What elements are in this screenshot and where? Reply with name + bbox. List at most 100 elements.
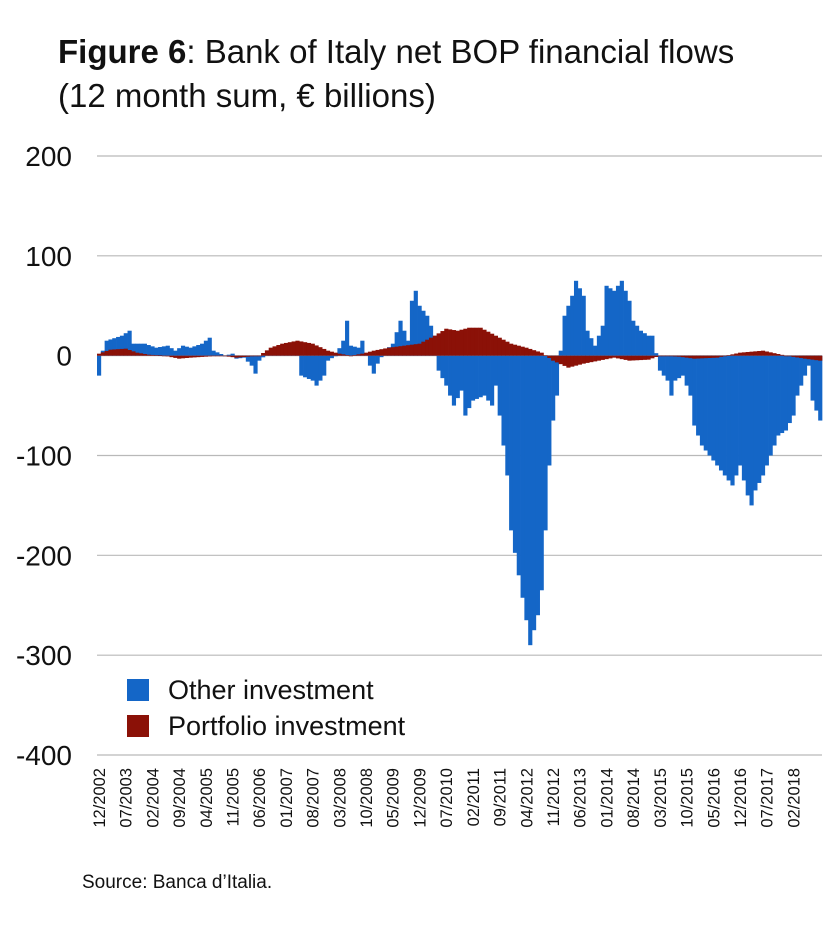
other-investment-bar (726, 355, 731, 481)
other-investment-bar (169, 348, 174, 356)
portfolio-investment-bar (589, 355, 594, 363)
portfolio-investment-bar (696, 355, 701, 359)
other-investment-bar (253, 355, 258, 374)
other-investment-bar (348, 345, 354, 356)
portfolio-investment-bar (730, 354, 735, 356)
portfolio-investment-bar (173, 355, 178, 358)
portfolio-investment-bar (383, 348, 388, 356)
other-investment-bar (104, 340, 109, 356)
other-investment-bar (108, 339, 113, 356)
portfolio-investment-bar (547, 355, 552, 358)
portfolio-investment-bar (428, 337, 434, 356)
other-investment-bar (127, 330, 132, 356)
other-investment-bar (459, 355, 464, 391)
other-investment-bar (810, 355, 815, 401)
other-investment-bar (455, 355, 460, 399)
other-investment-bar (547, 355, 552, 466)
portfolio-investment-bar (799, 355, 804, 359)
portfolio-investment-bar (623, 355, 628, 360)
portfolio-investment-bar (226, 355, 231, 357)
portfolio-investment-bar (314, 345, 319, 356)
other-investment-bar (360, 340, 365, 356)
portfolio-investment-bar (444, 328, 449, 356)
portfolio-investment-bar (436, 333, 441, 356)
portfolio-investment-bar (421, 341, 426, 356)
other-investment-bar (612, 290, 617, 356)
portfolio-investment-bar (97, 353, 102, 356)
portfolio-investment-bar (425, 339, 430, 356)
other-investment-bar (573, 280, 579, 356)
portfolio-investment-bar (734, 353, 739, 356)
portfolio-investment-bar (539, 352, 544, 356)
other-investment-bar (142, 343, 147, 356)
source-note: Source: Banca d’Italia. (82, 872, 273, 893)
portfolio-investment-bar (440, 331, 445, 356)
x-tick-label: 03/2008 (331, 768, 349, 828)
portfolio-investment-bar (146, 354, 151, 356)
other-investment-bar (444, 355, 449, 386)
other-investment-bar (657, 355, 663, 371)
portfolio-investment-bar (688, 355, 693, 359)
portfolio-investment-bar (818, 355, 823, 361)
portfolio-investment-bar (291, 341, 296, 356)
title-separator: : (186, 33, 205, 70)
other-investment-bar (734, 355, 739, 476)
other-investment-bar (532, 355, 537, 631)
other-investment-bar (150, 346, 155, 356)
portfolio-investment-bar (581, 355, 586, 364)
portfolio-investment-bar (264, 350, 270, 356)
figure-label: Figure 6 (58, 33, 187, 70)
other-investment-bar (196, 345, 201, 356)
other-investment-bar (654, 353, 659, 356)
y-tick-label: -200 (16, 540, 72, 571)
other-investment-bar (97, 355, 102, 376)
portfolio-investment-bar (253, 355, 258, 357)
x-tick-label: 06/2006 (251, 768, 269, 828)
portfolio-investment-bar (375, 349, 380, 356)
portfolio-investment-bar (154, 355, 159, 356)
other-investment-bar (589, 338, 594, 356)
portfolio-investment-bar (631, 355, 636, 361)
portfolio-investment-bar (497, 337, 502, 356)
other-investment-bar (436, 355, 441, 371)
other-investment-bar (814, 355, 819, 411)
portfolio-investment-bar (638, 355, 644, 361)
other-investment-bar (261, 355, 266, 358)
x-tick-label: 12/2009 (411, 768, 429, 828)
other-investment-bar (722, 355, 727, 476)
portfolio-investment-bar (184, 355, 189, 358)
portfolio-investment-bar (352, 355, 357, 356)
x-tick-label: 07/2003 (118, 768, 136, 828)
portfolio-investment-bar (455, 330, 460, 356)
portfolio-investment-bar (329, 351, 334, 356)
portfolio-investment-bar (222, 355, 228, 357)
portfolio-investment-bar (509, 343, 514, 356)
portfolio-investment-bar (325, 350, 331, 356)
other-investment-bar (180, 345, 186, 356)
portfolio-investment-bar (348, 355, 354, 357)
other-investment-bar (745, 355, 750, 496)
portfolio-investment-bar (135, 352, 140, 356)
x-tick-label: 11/2005 (224, 768, 242, 826)
portfolio-investment-bar (211, 355, 216, 357)
other-investment-bar (757, 355, 762, 483)
other-investment-bar (329, 355, 334, 359)
portfolio-investment-bar (554, 355, 560, 363)
other-investment-bar (783, 355, 789, 431)
other-investment-bar (692, 355, 697, 426)
portfolio-investment-bar (272, 346, 277, 356)
other-investment-bar (203, 340, 209, 356)
portfolio-investment-bar (192, 355, 197, 358)
portfolio-investment-bar (203, 355, 209, 357)
other-investment-bar (635, 325, 640, 356)
portfolio-investment-bar (459, 329, 464, 356)
portfolio-investment-bar (718, 355, 724, 357)
portfolio-investment-bar (627, 355, 632, 361)
portfolio-investment-bar (367, 351, 373, 356)
portfolio-investment-bar (738, 352, 743, 356)
portfolio-investment-bar (505, 341, 510, 356)
portfolio-investment-bar (306, 342, 312, 356)
portfolio-investment-bar (268, 347, 273, 356)
other-investment-bar (177, 348, 182, 356)
other-investment-bar (665, 355, 670, 381)
